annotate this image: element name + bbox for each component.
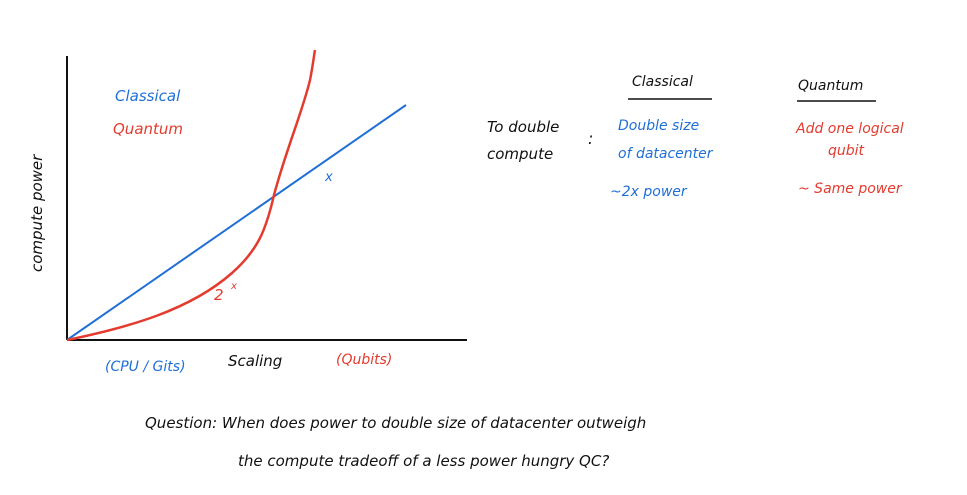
quantum-mark-exponent: x (230, 281, 237, 292)
classical-line2: of datacenter (618, 146, 714, 162)
quantum-power: ~ Same power (798, 181, 903, 197)
classical-mark: x (324, 170, 333, 185)
classical-line1: Double size (618, 118, 699, 134)
question-line1: Question: When does power to double size… (145, 414, 646, 432)
quantum-curve (66, 49, 317, 342)
quantum-line2: qubit (828, 143, 865, 159)
row-separator: : (588, 129, 593, 148)
x-axis-label: Scaling (228, 352, 282, 370)
classical-power: ~2x power (610, 184, 688, 200)
row-label-line1: To double (487, 118, 559, 136)
classical-line (66, 104, 407, 341)
comparison-table: Classical Quantum To double compute : Do… (487, 74, 904, 200)
question: Question: When does power to double size… (145, 414, 646, 470)
y-axis-label: compute power (28, 154, 46, 272)
x-axis-classical-label: (CPU / Gits) (105, 359, 186, 375)
quantum-mark-base: 2 (214, 286, 224, 304)
legend-classical: Classical (115, 87, 181, 105)
row-label-line2: compute (487, 145, 553, 163)
header-classical: Classical (632, 74, 693, 90)
legend-quantum: Quantum (113, 120, 183, 138)
graph: compute power Classical Quantum (CPU / G… (28, 49, 467, 375)
question-line2: the compute tradeoff of a less power hun… (238, 452, 609, 470)
x-axis-quantum-label: (Qubits) (336, 352, 392, 368)
quantum-line1: Add one logical (795, 121, 904, 137)
header-quantum: Quantum (798, 78, 863, 94)
